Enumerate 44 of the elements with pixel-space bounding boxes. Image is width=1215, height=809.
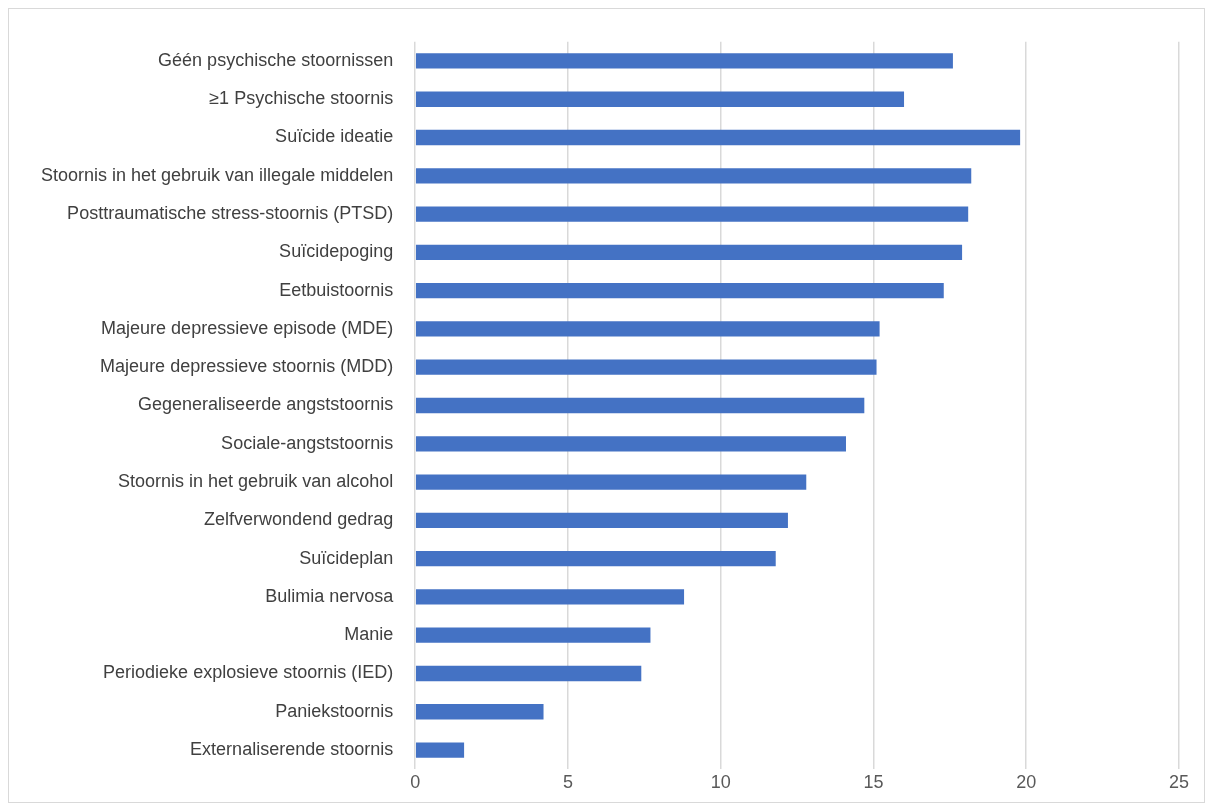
bar [415, 627, 651, 643]
x-tick-label: 20 [1016, 771, 1037, 792]
bar [415, 704, 544, 720]
x-tick-label: 25 [1168, 771, 1190, 792]
bar [415, 665, 642, 682]
y-tick-label: Eetbuistoornis [279, 279, 394, 300]
bar [415, 53, 953, 69]
x-tick-label: 15 [863, 771, 884, 792]
y-tick-label: Stoornis in het gebruik van alcohol [118, 471, 394, 492]
bar [415, 91, 905, 107]
bar [415, 282, 944, 299]
y-tick-label: Periodieke explosieve stoornis (IED) [103, 662, 394, 683]
y-tick-label: Manie [344, 624, 394, 645]
bar [415, 512, 788, 529]
y-tick-label: Stoornis in het gebruik van illegale middelen [40, 164, 394, 185]
bar [415, 742, 465, 758]
y-tick-label: Sociale-angststoornis [221, 432, 394, 453]
y-tick-label: Paniekstoornis [275, 700, 394, 721]
y-tick-label: Suïcide ideatie [275, 126, 394, 147]
bar [415, 436, 846, 452]
bar [415, 359, 877, 375]
y-tick-label: ≥1 Psychische stoornis [209, 88, 394, 109]
bar [415, 244, 963, 261]
y-tick-label: Majeure depressieve stoornis (MDD) [100, 356, 394, 377]
y-tick-label: Zelfverwondend gedrag [204, 509, 394, 530]
x-tick-label: 0 [410, 771, 421, 792]
x-tick-label: 10 [710, 771, 731, 792]
y-tick-label: Posttraumatische stress-stoornis (PTSD) [67, 203, 394, 224]
x-tick-label: 5 [562, 771, 573, 792]
bar [415, 321, 880, 337]
y-tick-label: Externaliserende stoornis [190, 739, 394, 760]
y-tick-label: Suïcidepoging [279, 241, 394, 262]
bar [415, 168, 972, 184]
bar [415, 397, 865, 414]
bar [415, 129, 1021, 146]
y-tick-label: Bulimia nervosa [265, 585, 395, 606]
bar [415, 589, 685, 605]
bar [415, 550, 776, 567]
bar [415, 206, 969, 222]
y-tick-label: Majeure depressieve episode (MDE) [101, 317, 394, 338]
bar [415, 474, 807, 490]
y-tick-label: Géén psychische stoornissen [158, 49, 394, 70]
y-tick-label: Suïcideplan [299, 547, 394, 568]
y-tick-label: Gegeneraliseerde angststoornis [138, 394, 394, 415]
